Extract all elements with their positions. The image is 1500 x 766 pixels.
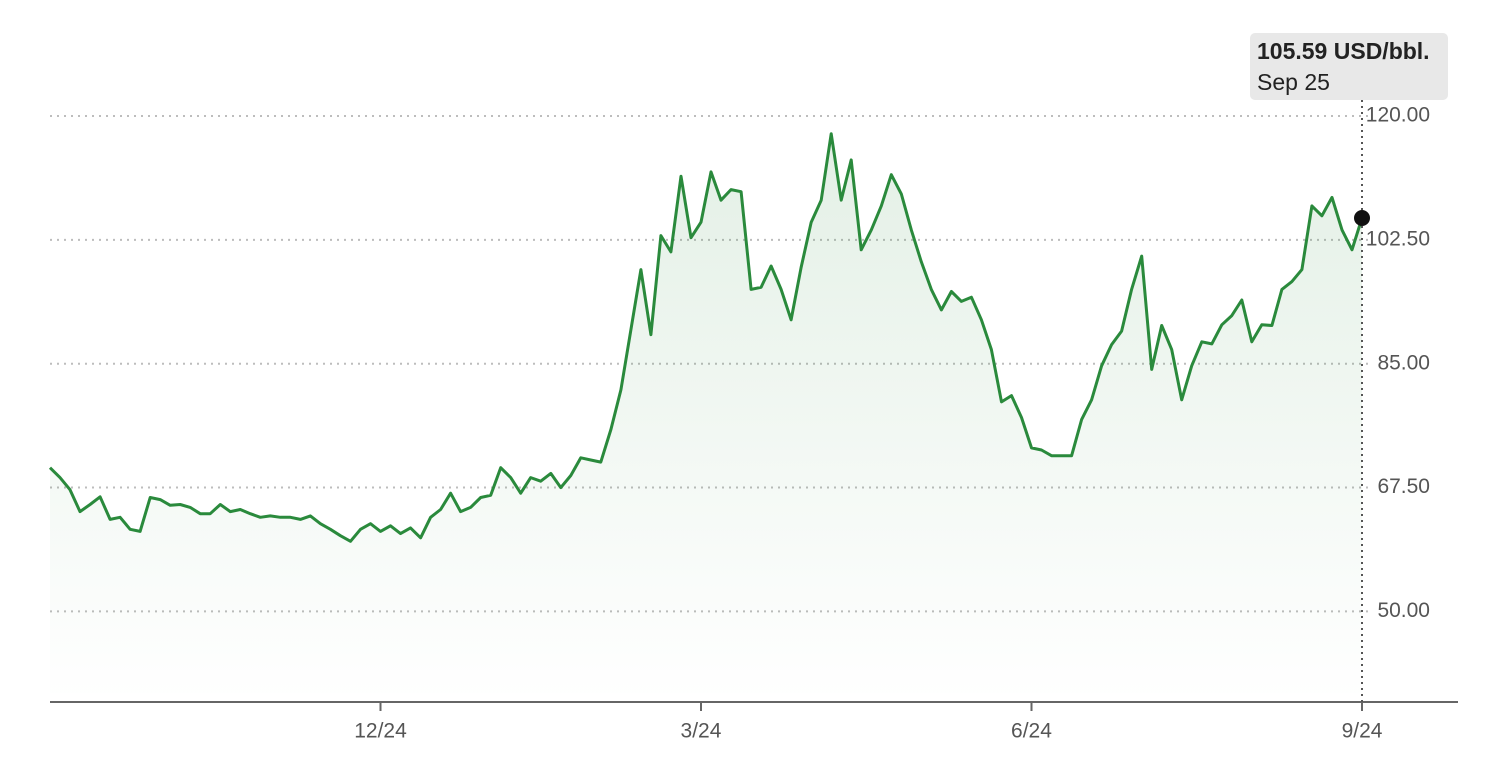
y-tick-label: 85.00 [1377,351,1430,374]
x-tick-label: 3/24 [681,720,722,743]
tooltip-box [1250,33,1448,100]
y-tick-label: 120.00 [1366,104,1430,127]
x-tick-label: 9/24 [1342,720,1383,743]
tooltip-date: Sep 25 [1257,69,1330,95]
area-fill [50,133,1362,702]
tooltip-value: 105.59 USD/bbl. [1257,38,1430,64]
hover-point [1354,209,1370,226]
price-line [48,132,1364,543]
y-tick-label: 102.50 [1366,227,1430,250]
plot [48,132,1364,702]
x-tick-label: 6/24 [1011,720,1052,743]
y-tick-label: 50.00 [1377,599,1430,622]
x-tick-label: 12/24 [354,720,407,743]
y-tick-label: 67.50 [1377,475,1430,498]
